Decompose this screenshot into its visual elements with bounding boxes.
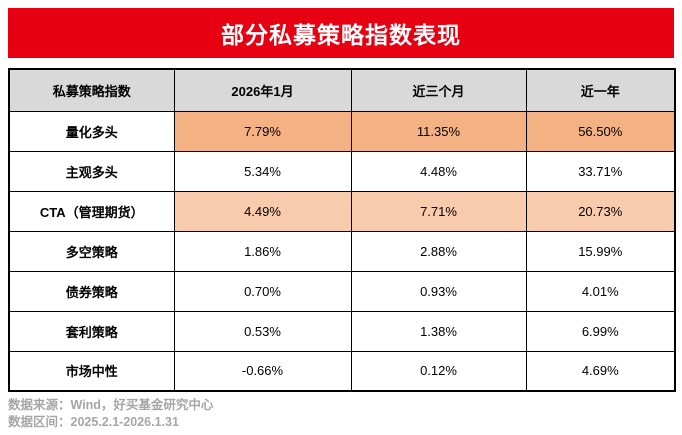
value-cell: 15.99% bbox=[525, 230, 676, 272]
strategy-name-cell: 主观多头 bbox=[8, 150, 175, 192]
header-strategy-index: 私募策略指数 bbox=[8, 68, 175, 112]
value-cell: 2.88% bbox=[350, 230, 527, 272]
value-cell: 20.73% bbox=[525, 190, 676, 232]
value-cell: 4.48% bbox=[350, 150, 527, 192]
strategy-name-cell: 量化多头 bbox=[8, 110, 175, 152]
value-cell: 4.69% bbox=[525, 350, 676, 392]
value-cell: 33.71% bbox=[525, 150, 676, 192]
table-row: 量化多头 7.79% 11.35% 56.50% bbox=[8, 110, 676, 152]
header-last-1-year: 近一年 bbox=[525, 68, 676, 112]
page-title: 部分私募策略指数表现 bbox=[221, 22, 461, 48]
performance-table: 私募策略指数 2026年1月 近三个月 近一年 量化多头 7.79% 11.35… bbox=[8, 68, 676, 392]
table-row: 债券策略 0.70% 0.93% 4.01% bbox=[8, 270, 676, 312]
value-cell: 56.50% bbox=[525, 110, 676, 152]
strategy-name-cell: 债券策略 bbox=[8, 270, 175, 312]
value-cell: 6.99% bbox=[525, 310, 676, 352]
table-row: 套利策略 0.53% 1.38% 6.99% bbox=[8, 310, 676, 352]
table-row: 主观多头 5.34% 4.48% 33.71% bbox=[8, 150, 676, 192]
strategy-name-cell: 多空策略 bbox=[8, 230, 175, 272]
value-cell: 7.79% bbox=[173, 110, 352, 152]
strategy-name-cell: 套利策略 bbox=[8, 310, 175, 352]
header-jan-2026: 2026年1月 bbox=[173, 68, 352, 112]
header-last-3-months: 近三个月 bbox=[350, 68, 527, 112]
value-cell: 0.70% bbox=[173, 270, 352, 312]
value-cell: 0.93% bbox=[350, 270, 527, 312]
strategy-name-cell: 市场中性 bbox=[8, 350, 175, 392]
value-cell: 7.71% bbox=[350, 190, 527, 232]
table-row: 市场中性 -0.66% 0.12% 4.69% bbox=[8, 350, 676, 392]
value-cell: 11.35% bbox=[350, 110, 527, 152]
data-range-note: 数据区间：2025.2.1-2026.1.31 bbox=[8, 415, 179, 429]
title-banner: 部分私募策略指数表现 bbox=[8, 8, 674, 58]
value-cell: 0.53% bbox=[173, 310, 352, 352]
value-cell: -0.66% bbox=[173, 350, 352, 392]
value-cell: 1.38% bbox=[350, 310, 527, 352]
strategy-name-cell: CTA（管理期货） bbox=[8, 190, 175, 232]
table-header-row: 私募策略指数 2026年1月 近三个月 近一年 bbox=[8, 68, 676, 112]
data-source-note: 数据来源：Wind，好买基金研究中心 bbox=[8, 398, 214, 412]
value-cell: 0.12% bbox=[350, 350, 527, 392]
table-row: 多空策略 1.86% 2.88% 15.99% bbox=[8, 230, 676, 272]
value-cell: 4.49% bbox=[173, 190, 352, 232]
value-cell: 1.86% bbox=[173, 230, 352, 272]
value-cell: 4.01% bbox=[525, 270, 676, 312]
value-cell: 5.34% bbox=[173, 150, 352, 192]
table-row: CTA（管理期货） 4.49% 7.71% 20.73% bbox=[8, 190, 676, 232]
footer-notes: 数据来源：Wind，好买基金研究中心 数据区间：2025.2.1-2026.1.… bbox=[8, 397, 213, 431]
